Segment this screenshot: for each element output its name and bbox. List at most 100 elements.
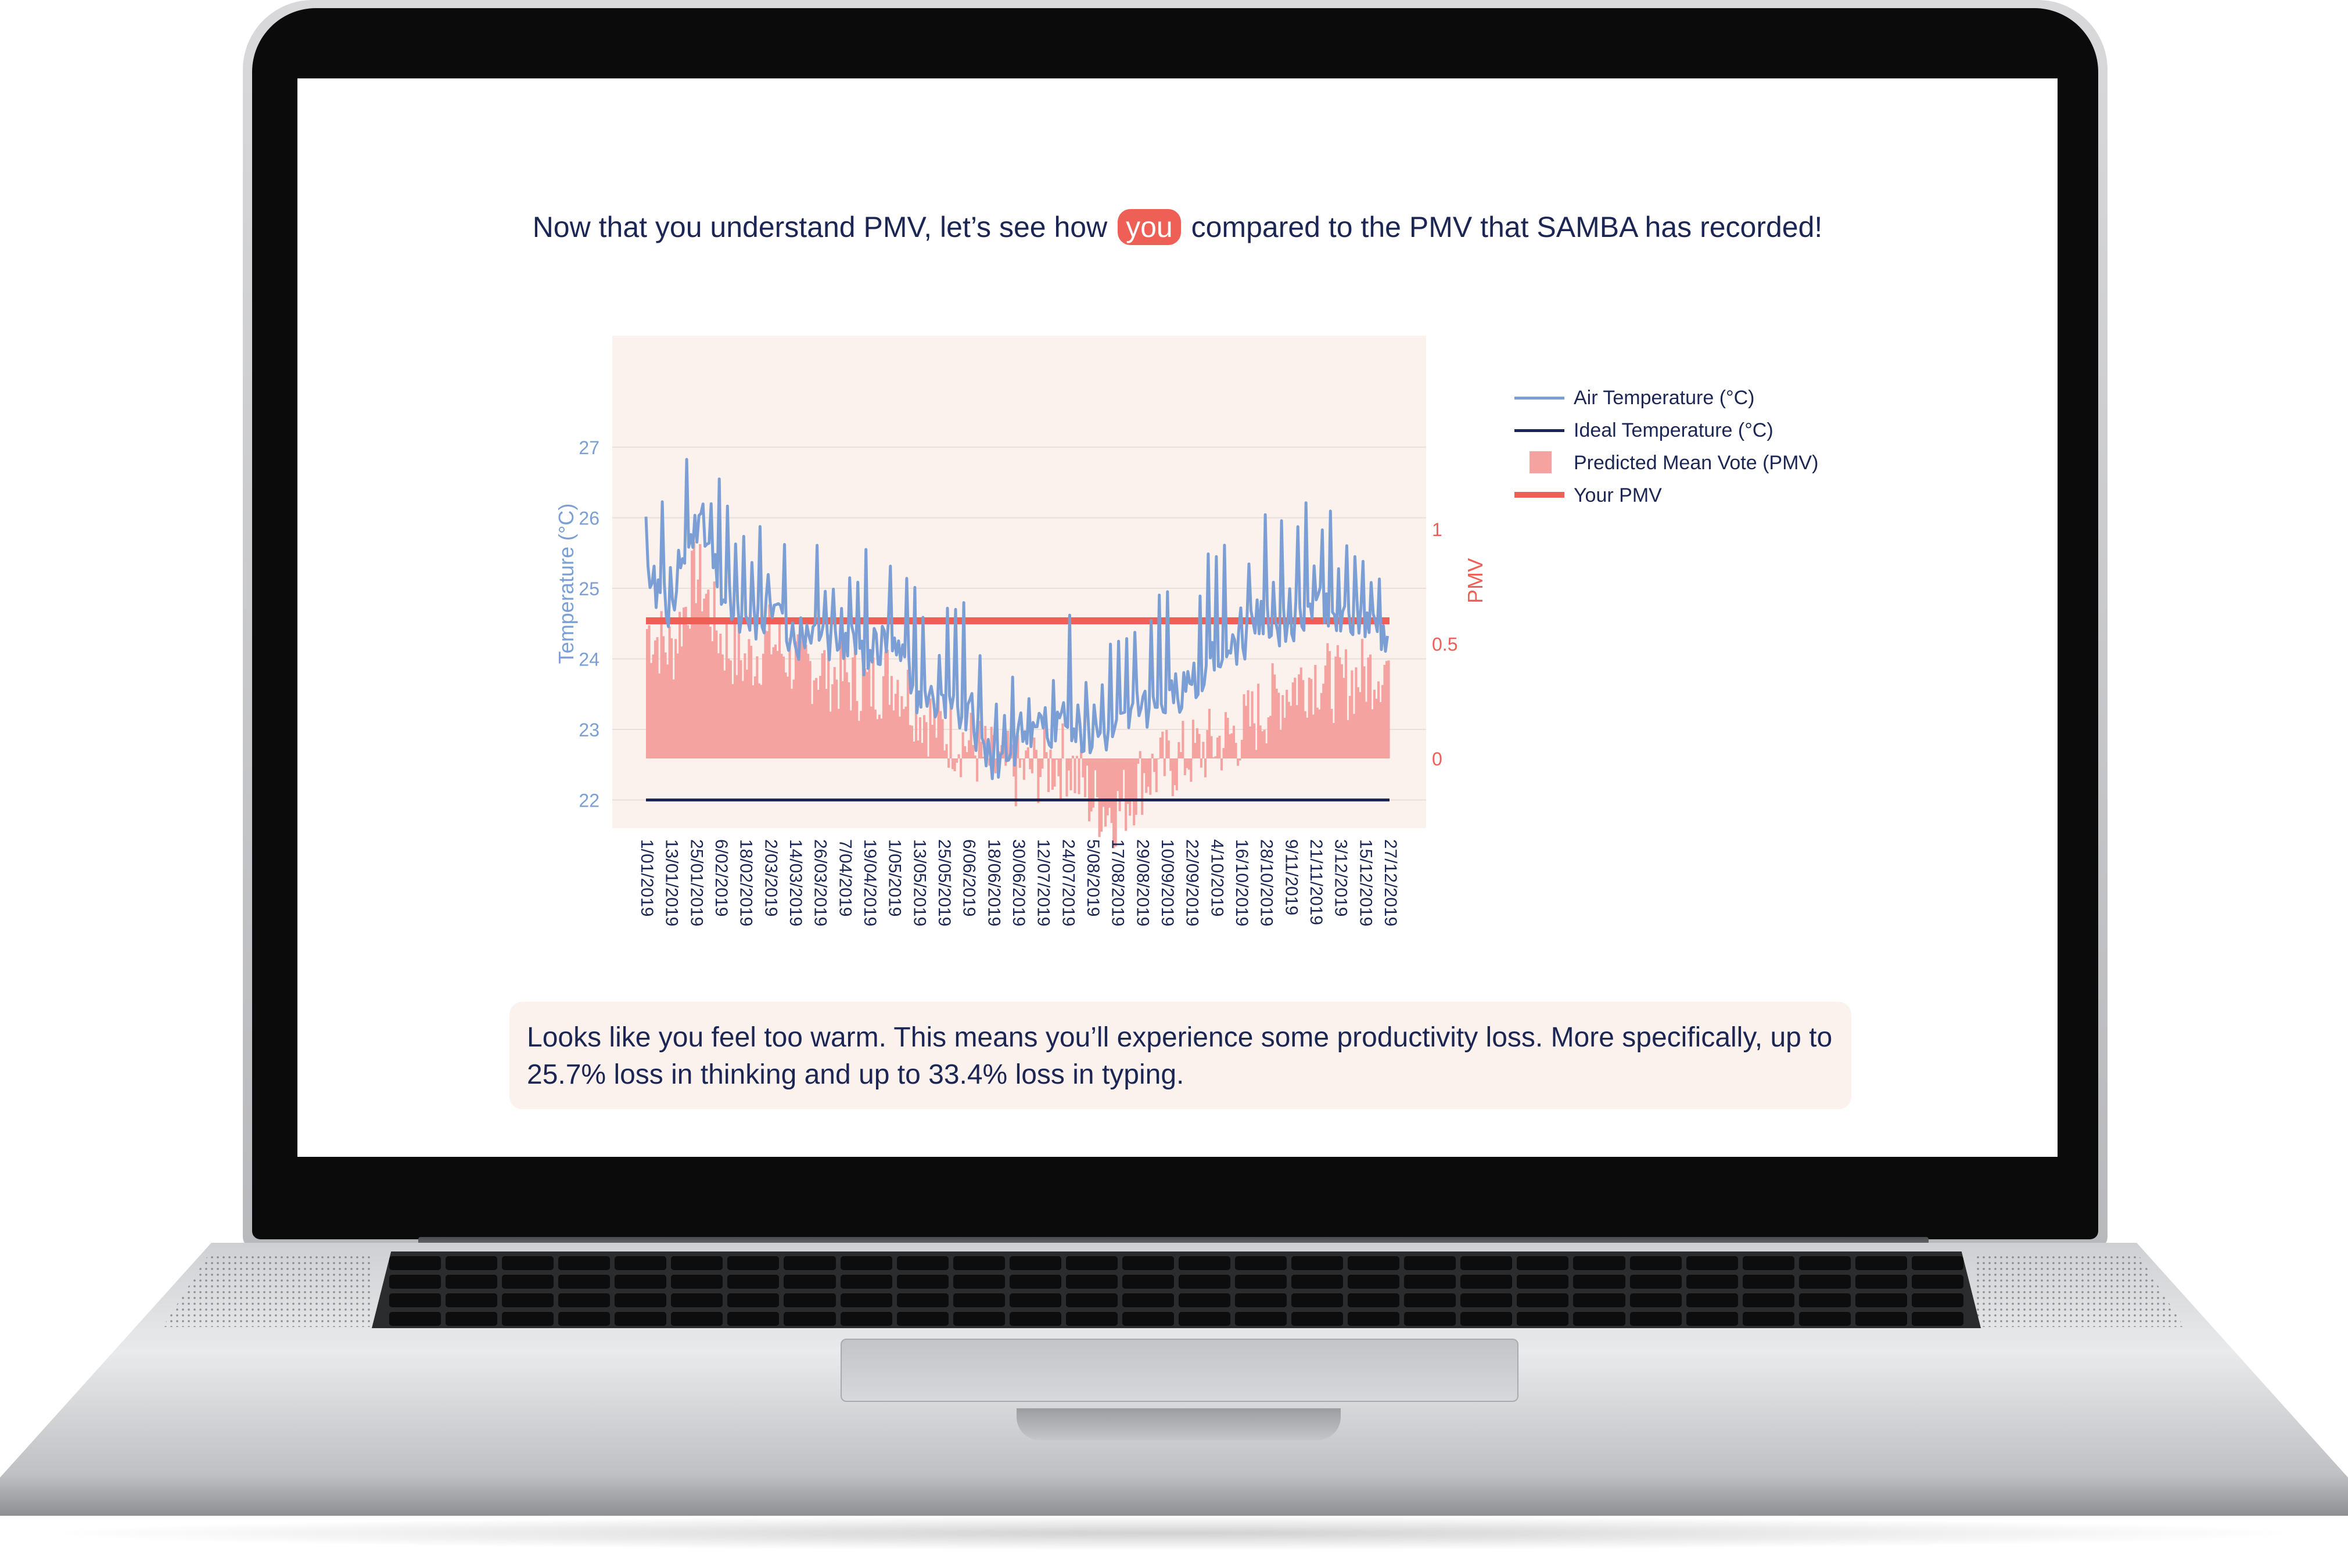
pmv-bar xyxy=(866,672,868,758)
legend-item-ideal-temperature[interactable]: Ideal Temperature (°C) xyxy=(1514,414,1818,447)
pmv-bar xyxy=(678,612,681,758)
pmv-bar xyxy=(1014,758,1017,807)
keyboard-key xyxy=(1009,1293,1061,1307)
pmv-bar xyxy=(1259,725,1262,758)
pmv-bar xyxy=(1206,730,1209,758)
pmv-bar xyxy=(921,743,924,758)
pmv-bar xyxy=(931,725,934,758)
pmv-bar xyxy=(953,758,956,772)
keyboard-key xyxy=(1009,1256,1061,1270)
keyboard-key xyxy=(1122,1312,1174,1326)
pmv-bar xyxy=(764,630,767,758)
pmv-bar xyxy=(1153,758,1156,772)
keyboard-key xyxy=(1686,1275,1738,1289)
keyboard-key xyxy=(1855,1293,1907,1307)
x-tick-label: 16/10/2019 xyxy=(1232,839,1251,926)
pmv-bar xyxy=(1373,689,1376,758)
legend-item-your-pmv[interactable]: Your PMV xyxy=(1514,479,1818,512)
pmv-bar xyxy=(748,639,751,758)
pmv-bar xyxy=(984,726,987,758)
pmv-bar xyxy=(952,758,954,769)
pmv-bar xyxy=(1090,758,1093,812)
pmv-bars xyxy=(646,541,1390,848)
pmv-bar xyxy=(1033,738,1036,758)
pmv-bar xyxy=(1379,702,1382,758)
pmv-bar xyxy=(729,660,732,758)
x-tick-label: 14/03/2019 xyxy=(786,839,805,926)
pmv-bar xyxy=(896,679,899,758)
pmv-bar xyxy=(856,701,859,758)
y-tick-label: 22 xyxy=(579,790,599,811)
pmv-bar xyxy=(1356,687,1359,758)
pmv-bar xyxy=(964,746,967,758)
pmv-bar xyxy=(902,709,905,758)
pmv-bar xyxy=(1208,709,1211,758)
pmv-bar xyxy=(1069,758,1072,790)
pmv-bar xyxy=(652,654,655,758)
keyboard-key xyxy=(671,1293,723,1307)
keyboard-key xyxy=(1235,1293,1287,1307)
pmv-bar xyxy=(1316,707,1319,758)
pmv-bar xyxy=(852,657,855,758)
keyboard-key xyxy=(727,1256,780,1270)
pmv-bar xyxy=(1102,758,1105,807)
pmv-bar xyxy=(1049,749,1052,758)
keyboard-key xyxy=(1404,1293,1456,1307)
pmv-bar xyxy=(778,620,781,758)
x-tick-label: 22/09/2019 xyxy=(1183,839,1202,926)
pmv-bar xyxy=(1043,726,1046,758)
pmv-bar xyxy=(705,594,708,758)
pmv-bar xyxy=(1194,743,1197,758)
keyboard-key xyxy=(1065,1312,1118,1326)
pmv-bar xyxy=(845,672,848,758)
pmv-bar xyxy=(829,711,832,758)
pmv-bar xyxy=(1092,758,1095,808)
pmv-bar xyxy=(1013,758,1015,776)
keyboard-key xyxy=(896,1312,949,1326)
pmv-bar xyxy=(1226,718,1229,758)
pmv-bar xyxy=(1228,734,1232,758)
result-message-text: Looks like you feel too warm. This means… xyxy=(527,1022,1833,1090)
pmv-bar xyxy=(711,641,714,758)
keyboard-key xyxy=(1460,1312,1513,1326)
pmv-bar xyxy=(1121,758,1123,801)
legend-item-pmv[interactable]: Predicted Mean Vote (PMV) xyxy=(1514,447,1818,479)
x-tick-label: 6/02/2019 xyxy=(712,839,731,916)
pmv-bar xyxy=(890,675,893,758)
pmv-bar xyxy=(1236,758,1240,766)
keyboard-key xyxy=(1235,1275,1287,1289)
pmv-bar xyxy=(837,709,840,758)
pmv-bar xyxy=(1112,758,1115,848)
pmv-bar xyxy=(1232,725,1236,758)
pmv-bar xyxy=(1387,660,1390,758)
laptop-shadow xyxy=(35,1516,2312,1551)
pmv-bar xyxy=(1200,758,1202,768)
pmv-bar xyxy=(1360,639,1364,758)
pmv-bar xyxy=(1191,720,1194,758)
pmv-bar xyxy=(739,660,742,758)
legend-item-air-temperature[interactable]: Air Temperature (°C) xyxy=(1514,382,1818,414)
pmv-bar xyxy=(1359,692,1362,758)
pmv-bar xyxy=(898,717,901,758)
pmv-bar xyxy=(670,638,673,758)
pmv-bar xyxy=(929,698,932,758)
pmv-bar xyxy=(909,725,911,758)
keyboard-key xyxy=(1573,1293,1625,1307)
pmv-bar xyxy=(1265,743,1268,758)
keyboard-key xyxy=(840,1312,892,1326)
pmv-bar xyxy=(800,630,803,758)
keyboard-key xyxy=(840,1256,892,1270)
pmv-bar xyxy=(1039,758,1042,778)
pmv-bar xyxy=(776,650,779,758)
pmv-bar xyxy=(819,675,822,758)
keyboard-key xyxy=(1065,1256,1118,1270)
pmv-bar xyxy=(990,727,993,758)
pmv-bar xyxy=(1351,670,1353,758)
pmv-bar xyxy=(914,694,918,758)
pmv-bar xyxy=(1281,695,1284,758)
pmv-bar xyxy=(853,649,856,758)
pmv-bar xyxy=(1047,758,1050,792)
keyboard-key xyxy=(896,1275,949,1289)
result-message: Looks like you feel too warm. This means… xyxy=(509,1002,1851,1109)
keyboard-key xyxy=(1009,1275,1061,1289)
